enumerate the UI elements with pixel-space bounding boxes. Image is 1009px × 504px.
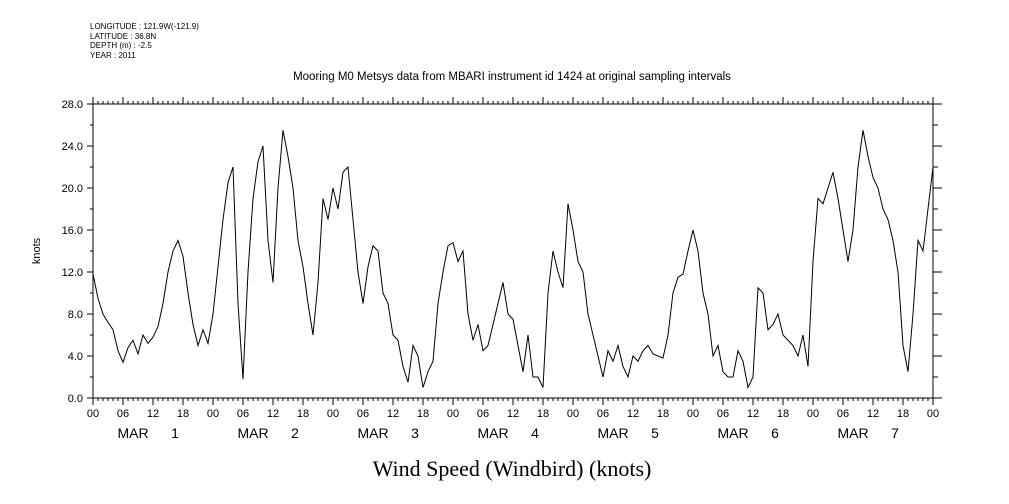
x-tick-label: 00	[927, 408, 939, 420]
y-tick-label: 24.0	[62, 141, 83, 153]
y-tick-label: 0.0	[68, 393, 83, 405]
x-tick-label: 06	[717, 408, 729, 420]
chart-title: Mooring M0 Metsys data from MBARI instru…	[293, 71, 731, 83]
y-tick-label: 4.0	[68, 351, 83, 363]
mooring-metadata: LONGITUDE : 121.9W(-121.9) LATITUDE : 36…	[90, 22, 199, 60]
x-tick-label: 06	[837, 408, 849, 420]
y-tick-label: 28.0	[62, 99, 83, 111]
day-label-month: MAR	[357, 425, 388, 441]
x-tick-label: 06	[117, 408, 129, 420]
x-tick-label: 00	[207, 408, 219, 420]
x-tick-label: 18	[897, 408, 909, 420]
wind-speed-series-line	[92, 130, 934, 390]
x-tick-label: 00	[447, 408, 459, 420]
x-tick-label: 00	[807, 408, 819, 420]
latitude-text: LATITUDE : 36.8N	[90, 31, 157, 41]
x-tick-label: 00	[687, 408, 699, 420]
x-tick-label: 06	[237, 408, 249, 420]
x-tick-label: 12	[867, 408, 879, 420]
x-tick-label: 18	[177, 408, 189, 420]
day-label-month: MAR	[717, 425, 748, 441]
y-tick-label: 12.0	[62, 267, 83, 279]
plot-frame	[92, 103, 934, 399]
y-axis-label: knots	[31, 237, 43, 264]
x-tick-label: 12	[387, 408, 399, 420]
year-text: YEAR : 2011	[90, 50, 136, 60]
day-label-day: 4	[531, 425, 539, 441]
x-tick-label: 00	[567, 408, 579, 420]
x-tick-label: 18	[537, 408, 549, 420]
x-tick-label: 00	[87, 408, 99, 420]
x-tick-label: 12	[747, 408, 759, 420]
day-label-day: 6	[771, 425, 779, 441]
depth-text: DEPTH (m) : -2.5	[90, 41, 152, 50]
x-tick-label: 18	[777, 408, 789, 420]
tick-labels: 0.04.08.012.016.020.024.028.000 06 12 18 00 0…	[62, 99, 940, 441]
y-tick-label: 16.0	[62, 225, 83, 237]
longitude-text: LONGITUDE : 121.9W(-121.9)	[90, 22, 199, 31]
x-tick-label: 00	[327, 408, 339, 420]
y-tick-label: 20.0	[62, 183, 83, 195]
day-label-day: 1	[171, 425, 179, 441]
x-tick-label: 12	[507, 408, 519, 420]
x-tick-label: 18	[657, 408, 669, 420]
day-label-month: MAR	[237, 425, 268, 441]
x-axis-label: Wind Speed (Windbird) (knots)	[373, 456, 652, 481]
x-tick-label: 06	[597, 408, 609, 420]
x-tick-label: 06	[357, 408, 369, 420]
day-label-day: 7	[891, 425, 899, 441]
day-label-month: MAR	[597, 425, 628, 441]
x-tick-label: 12	[147, 408, 159, 420]
x-tick-label: 18	[417, 408, 429, 420]
x-tick-label: 06	[477, 408, 489, 420]
day-label-month: MAR	[837, 425, 868, 441]
x-tick-label: 12	[627, 408, 639, 420]
day-label-day: 2	[291, 425, 299, 441]
day-label-day: 3	[411, 425, 419, 441]
day-label-day: 5	[651, 425, 659, 441]
day-label-month: MAR	[117, 425, 148, 441]
x-tick-label: 12	[267, 408, 279, 420]
y-tick-label: 8.0	[68, 309, 83, 321]
day-label-month: MAR	[477, 425, 508, 441]
x-tick-label: 18	[297, 408, 309, 420]
axis-ticks	[87, 97, 942, 405]
